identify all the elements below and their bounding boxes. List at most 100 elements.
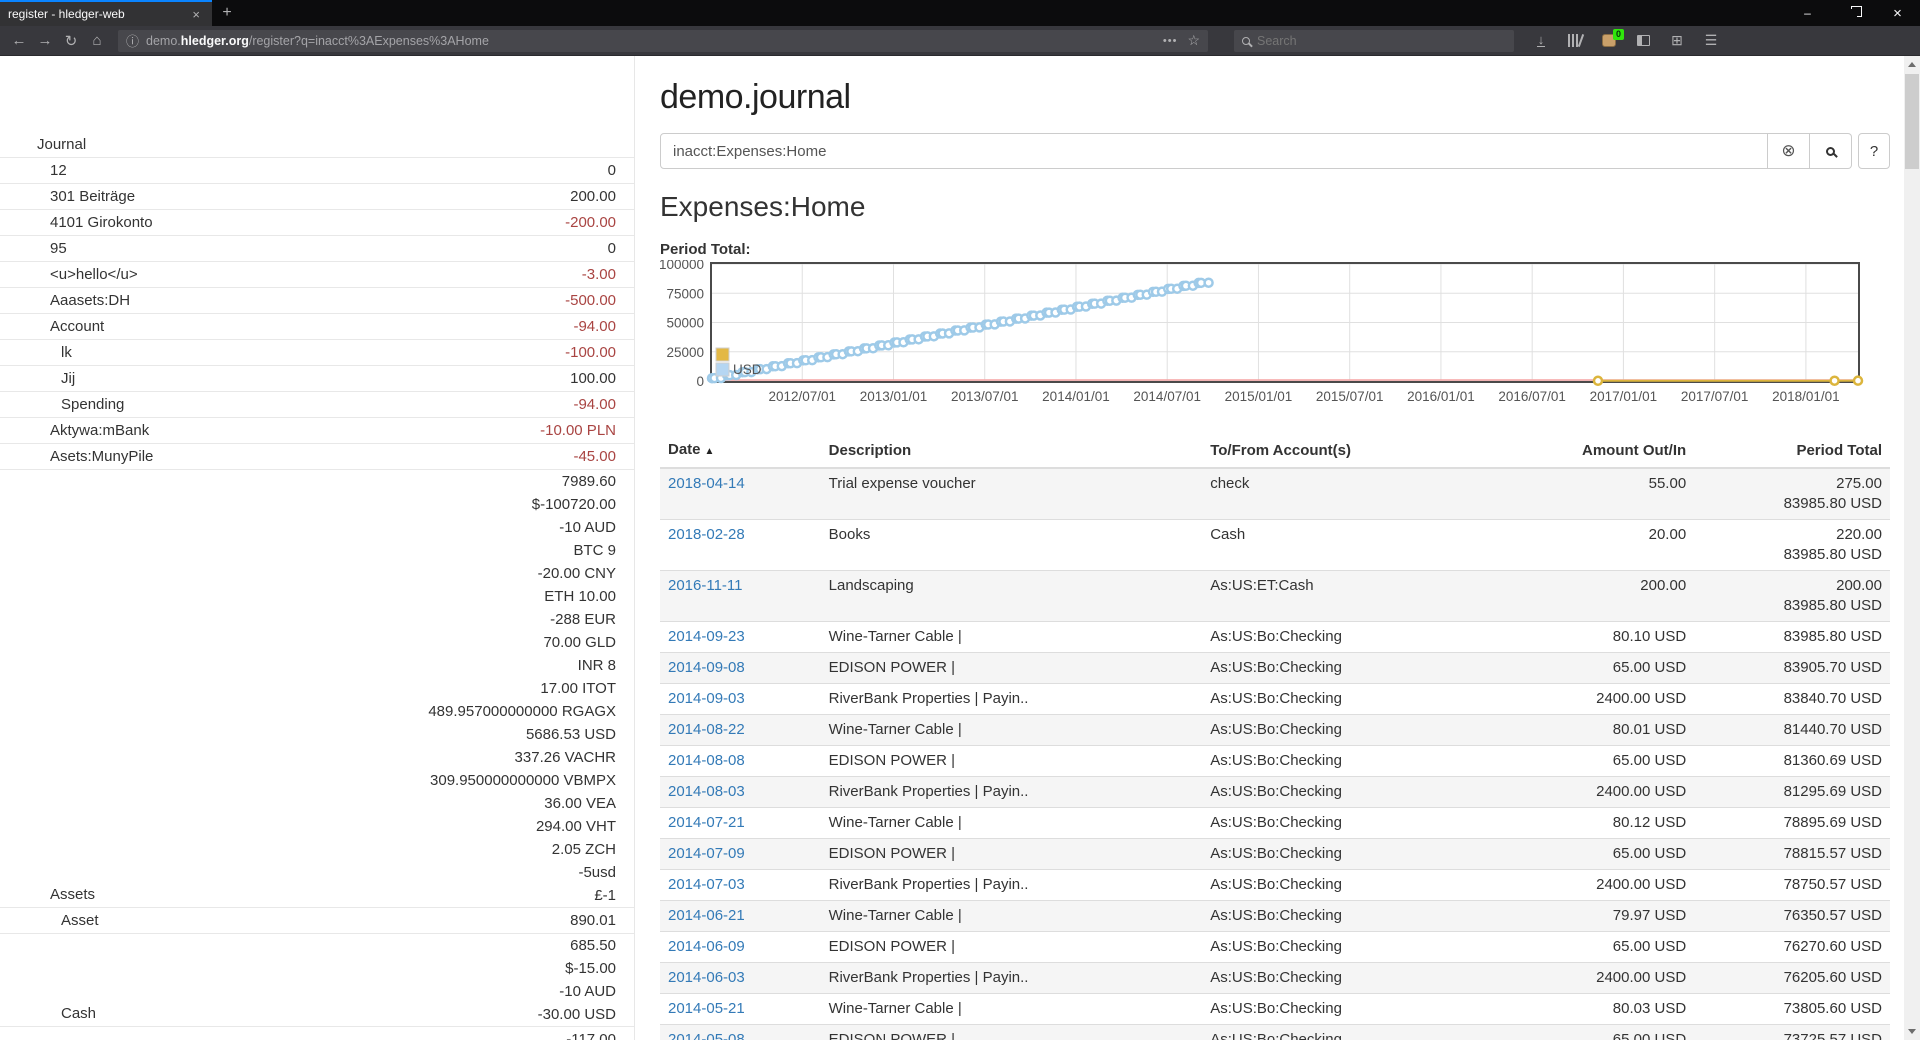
sidebar-account-balance: 36.00 VEA [544,795,616,812]
window-minimize-button[interactable]: – [1804,6,1811,20]
apps-grid-icon[interactable]: ⊞ [1671,32,1683,48]
scrollbar-thumb[interactable] [1905,74,1919,169]
sidebar-account-link[interactable]: Asets:MunyPile [50,448,154,465]
page-actions-icon[interactable]: ••• [1162,34,1178,47]
sidebar-account-link[interactable]: 4101 Girokonto [50,214,153,231]
svg-text:2018/01/01: 2018/01/01 [1772,389,1840,404]
transaction-amount: 2400.00 USD [1488,869,1695,901]
transaction-date-link[interactable]: 2014-08-08 [668,752,745,769]
clear-query-button[interactable]: ⊗ [1768,133,1810,169]
home-icon[interactable]: ⌂ [92,32,102,49]
transaction-date-link[interactable]: 2014-05-21 [668,1000,745,1017]
sidebar-account-link[interactable]: Journal [37,136,87,153]
transaction-date-link[interactable]: 2014-09-03 [668,690,745,707]
sidebar-account-balance: -117.00 [566,1031,616,1040]
scroll-up-icon[interactable] [1908,62,1916,67]
sidebar-account-link[interactable]: <u>hello</u> [50,266,138,283]
sidebar-account-balance: 489.957000000000 RGAGX [428,703,616,720]
help-button[interactable]: ? [1858,133,1890,169]
transaction-date-link[interactable]: 2014-06-09 [668,938,745,955]
period-total: 73725.57 USD [1694,1024,1890,1040]
transaction-account: As:US:Bo:Checking [1202,652,1489,684]
column-header-date[interactable]: Date ▲ [660,435,821,469]
library-icon[interactable] [1562,29,1588,53]
search-button[interactable] [1810,133,1852,169]
transaction-date-link[interactable]: 2014-07-09 [668,845,745,862]
sidebar-account-link[interactable]: Jij [61,370,76,387]
sidebar-account-link[interactable]: 12 [50,162,67,179]
query-form: ⊗ ? [660,133,1890,169]
period-total: 200.00 83985.80 USD [1694,570,1890,622]
sidebar-account-row: Account -94.00 [0,314,634,340]
menu-hamburger-icon[interactable]: ☰ [1704,32,1718,48]
svg-text:50000: 50000 [666,316,704,331]
sidebar-account-balance: -10 AUD [559,519,616,536]
sidebar-account-link[interactable]: 95 [50,240,67,257]
site-info-icon[interactable]: ⓘ [126,34,140,49]
transaction-date-link[interactable]: 2018-04-14 [668,475,745,492]
transaction-amount: 80.12 USD [1488,807,1695,839]
sidebar-account-balance: -500.00 [565,292,616,309]
transaction-date-link[interactable]: 2014-08-03 [668,783,745,800]
window-restore-button[interactable] [1830,0,1875,26]
sort-ascending-icon: ▲ [704,446,715,457]
extension-icon[interactable]: 0 [1596,28,1624,53]
transaction-description: EDISON POWER | [820,838,1203,870]
transaction-date-link[interactable]: 2014-07-03 [668,876,745,893]
svg-text:2014/01/01: 2014/01/01 [1042,389,1110,404]
transaction-date-link[interactable]: 2014-08-22 [668,721,745,738]
sidebar-toggle-icon[interactable] [1630,29,1656,53]
transaction-date-link[interactable]: 2014-06-03 [668,969,745,986]
download-icon[interactable]: ↓ [1536,32,1546,47]
sidebar-account-link[interactable]: Cash [61,1005,97,1022]
sidebar-account-balance: 309.950000000000 VBMPX [430,772,616,789]
restore-icon [1848,5,1862,18]
transaction-date-link[interactable]: 2014-07-21 [668,814,745,831]
reload-icon[interactable]: ↻ [64,32,78,50]
browser-titlebar: register - hledger-web × + – × [0,0,1920,26]
transaction-date-link[interactable]: 2014-09-08 [668,659,745,676]
transaction-date-link[interactable]: 2014-05-08 [668,1031,745,1040]
sidebar-account-balance: -3.00 [581,266,616,283]
sidebar-account-row: Spending -94.00 [0,392,634,418]
sidebar-accounts: Journal 12 0 301 Beiträge 200.00 4101 Girokon… [0,132,634,1040]
period-total: 78815.57 USD [1694,838,1890,870]
sidebar-account-link[interactable]: 301 Beiträge [50,188,136,205]
transaction-date-link[interactable]: 2018-02-28 [668,526,745,543]
browser-search-bar[interactable] [1234,29,1514,52]
sidebar-account-link[interactable]: lk [61,344,72,361]
page-scrollbar[interactable] [1904,56,1920,1040]
transaction-account: As:US:Bo:Checking [1202,621,1489,653]
browser-tab[interactable]: register - hledger-web × [0,0,212,26]
sidebar-account-link[interactable]: Aaasets:DH [50,292,131,309]
scroll-down-icon[interactable] [1908,1029,1916,1034]
sidebar-account-balance: -30.00 USD [537,1006,616,1023]
sidebar-account-link[interactable]: Asset [61,912,99,929]
sidebar-account-link[interactable]: Account [50,318,105,335]
back-icon[interactable]: ← [11,32,27,49]
new-tab-button[interactable]: + [222,4,232,21]
forward-icon[interactable]: → [37,32,53,49]
window-close-button[interactable]: × [1893,4,1902,22]
browser-search-input[interactable] [1257,33,1506,48]
bookmark-star-icon[interactable]: ☆ [1187,32,1200,48]
svg-text:2013/01/01: 2013/01/01 [860,389,928,404]
sidebar-account-link[interactable]: Assets [50,886,96,903]
sidebar-account-link[interactable]: Aktywa:mBank [50,422,150,439]
transaction-date-link[interactable]: 2014-09-23 [668,628,745,645]
transaction-date-link[interactable]: 2016-11-11 [668,577,743,594]
transaction-amount: 80.01 USD [1488,714,1695,746]
tab-close-icon[interactable]: × [192,6,200,22]
sidebar-account-link[interactable]: Spending [61,396,125,413]
period-total: 220.00 83985.80 USD [1694,519,1890,571]
svg-text:2012/07/01: 2012/07/01 [768,389,836,404]
page-title: demo.journal [660,78,851,116]
transaction-amount: 65.00 USD [1488,652,1695,684]
transaction-date-link[interactable]: 2014-06-21 [668,907,745,924]
url-bar[interactable]: ⓘ demo. hledger.org/register?q=inacct%3AE… [118,29,1208,52]
sidebar-account-balance: 100.00 [570,370,616,387]
query-input[interactable] [660,133,1768,169]
register-row: 2018-04-14 Trial expense voucher check 55.0… [660,467,1890,520]
sidebar-account-balance: -100.00 [565,344,616,361]
transaction-description: RiverBank Properties | Payin.. [820,962,1203,994]
